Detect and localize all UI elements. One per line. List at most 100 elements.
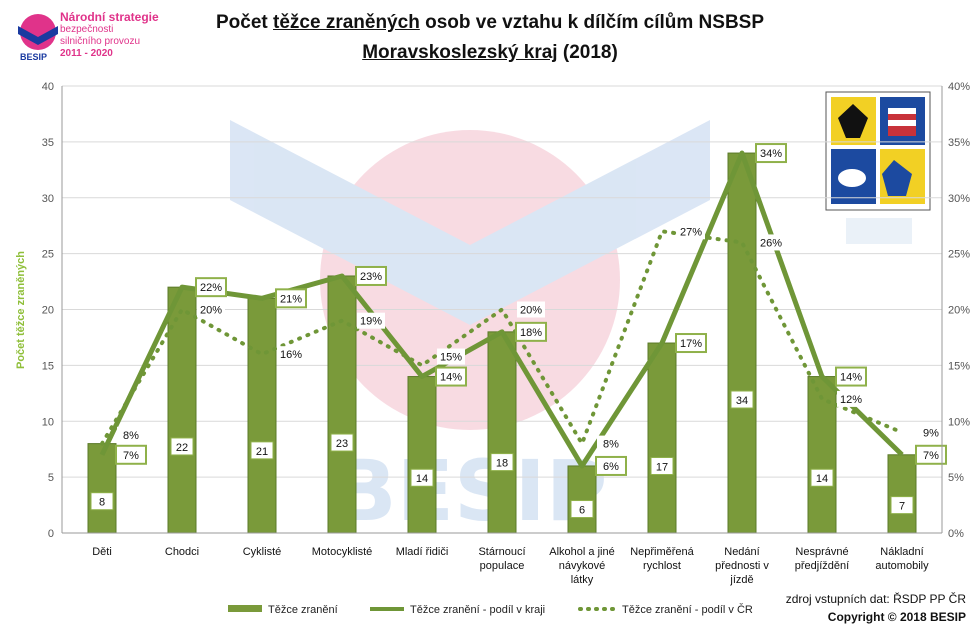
- bar: [887, 454, 917, 534]
- bar-value-label-box: [890, 496, 914, 515]
- cr-percent-bg: [677, 223, 705, 240]
- x-tick-label: Nesprávné: [795, 546, 848, 558]
- coat-of-arms-icon: [825, 91, 931, 244]
- cr-percent-label: 27%: [680, 226, 702, 238]
- bar-value-label: 7: [899, 501, 905, 513]
- legend-dotted-label: Těžce zranění - podíl v ČR: [622, 604, 753, 616]
- x-tick-label: Cyklisté: [243, 546, 282, 558]
- cr-percent-bg: [757, 234, 785, 251]
- y-tick-label: 30: [42, 193, 54, 205]
- logo-years: 2011 - 2020: [60, 48, 113, 59]
- bar-value-label-box: [170, 437, 194, 456]
- bar: [647, 342, 677, 534]
- kraj-percent-box: [835, 366, 867, 387]
- cr-percent-bg: [917, 424, 945, 441]
- x-tick-label: Děti: [92, 546, 112, 558]
- bar: [327, 275, 357, 534]
- percent-labels: 7% 22% 21% 23% 14% 18% 6% 17% 34% 14% 7% 8% 20% 16% 19…: [115, 143, 947, 476]
- bar: [247, 297, 277, 534]
- kraj-percent-label: 17%: [680, 338, 702, 350]
- x-tick-label: populace: [480, 560, 525, 572]
- bar: [807, 376, 837, 534]
- bar-value-label-box: [330, 433, 354, 452]
- y-tick-label: 35: [42, 137, 54, 149]
- cr-percent-bg: [117, 426, 145, 443]
- bar-value-label-box: [250, 441, 274, 460]
- x-tick-label: přednosti v: [715, 560, 769, 572]
- cr-percent-label: 19%: [360, 316, 382, 328]
- cr-percent-label: 8%: [603, 439, 619, 451]
- x-tick-label: jízdě: [729, 574, 753, 586]
- besip-logo-icon: [18, 14, 58, 50]
- data-source: zdroj vstupních dat: ŘSDP PP ČR: [785, 592, 966, 606]
- subtitle-underlined: Moravskoslezský kraj: [362, 42, 558, 63]
- logo-line-3: silničního provozu: [60, 36, 141, 47]
- cr-percent-bg: [197, 301, 225, 318]
- title-pre: Počet: [215, 12, 274, 33]
- kraj-percent-label: 6%: [603, 461, 619, 473]
- y2-tick-label: 25%: [948, 249, 970, 261]
- x-tick-label: Chodci: [165, 546, 199, 558]
- y-tick-label: 0: [48, 528, 54, 540]
- x-tick-label: Nákladní: [880, 546, 923, 558]
- logo-line-2: bezpečnosti: [60, 24, 114, 35]
- kraj-percent-box: [435, 366, 467, 387]
- bar: [487, 331, 517, 534]
- bar-value-labels: 8 22 21 23 14 18 6 17 34 14 7: [90, 390, 914, 519]
- cr-percent-label: 20%: [520, 305, 542, 317]
- x-tick-label: látky: [571, 574, 594, 586]
- cr-percent-bg: [597, 435, 625, 452]
- bar-value-label-box: [90, 492, 114, 511]
- cr-percent-bg: [517, 301, 545, 318]
- axes: 0 0% 5 5% 10 10% 15 15% 20 20% 25 25% 30 30% 35 35% 40 40…: [42, 81, 970, 540]
- x-tick-label: Stárnoucí: [478, 546, 525, 558]
- bar-value-label-box: [730, 390, 754, 409]
- title-underlined: těžce zraněných: [273, 12, 420, 33]
- cr-percent-bg: [837, 390, 865, 407]
- kraj-percent-box: [115, 444, 147, 465]
- x-tick-label: rychlost: [643, 560, 681, 572]
- y2-tick-label: 10%: [948, 416, 970, 428]
- bar: [87, 443, 117, 534]
- y-tick-label: 20: [42, 305, 54, 317]
- chart-title: Počet těžce zraněných osob ve vztahu k d…: [160, 12, 820, 34]
- kraj-percent-box: [675, 333, 707, 354]
- y-tick-label: 25: [42, 249, 54, 261]
- kraj-percent-box: [195, 277, 227, 298]
- cr-percent-bg: [277, 346, 305, 363]
- bar-value-label: 6: [579, 505, 585, 517]
- line-series-cr: [100, 229, 904, 449]
- kraj-percent-label: 18%: [520, 327, 542, 339]
- bar-value-label: 17: [656, 462, 668, 474]
- y2-tick-label: 20%: [948, 305, 970, 317]
- kraj-percent-label: 7%: [923, 450, 939, 462]
- y2-tick-label: 30%: [948, 193, 970, 205]
- bar-value-label: 14: [416, 473, 428, 485]
- bar-value-label-box: [810, 468, 834, 487]
- y2-tick-label: 35%: [948, 137, 970, 149]
- cr-percent-label: 26%: [760, 237, 782, 249]
- bar-value-label: 18: [496, 458, 508, 470]
- x-tick-label: návykové: [559, 560, 605, 572]
- x-tick-label: automobily: [875, 560, 929, 572]
- title-post: osob ve vztahu k dílčím cílům NSBSP: [419, 12, 765, 33]
- x-axis-tick-labels: Děti Chodci Cyklisté Motocyklisté Mladí řidi…: [92, 546, 929, 586]
- cr-percent-label: 9%: [923, 427, 939, 439]
- y-tick-label: 5: [48, 472, 54, 484]
- kraj-percent-box: [355, 265, 387, 286]
- bar-value-label: 8: [99, 497, 105, 509]
- line-cr-path: [100, 229, 904, 449]
- legend-bar-label: Těžce zranění: [268, 604, 338, 616]
- x-tick-label: Mladí řidiči: [396, 546, 449, 558]
- y-tick-label: 15: [42, 360, 54, 372]
- bar: [567, 465, 597, 534]
- kraj-percent-label: 34%: [760, 148, 782, 160]
- bar-value-label: 22: [176, 442, 188, 454]
- kraj-percent-label: 14%: [840, 372, 862, 384]
- cr-percent-label: 20%: [200, 305, 222, 317]
- cr-percent-bg: [357, 312, 385, 329]
- y2-tick-label: 40%: [948, 81, 970, 93]
- cr-percent-label: 8%: [123, 430, 139, 442]
- y-tick-label: 40: [42, 81, 54, 93]
- line-series-kraj: [99, 150, 904, 469]
